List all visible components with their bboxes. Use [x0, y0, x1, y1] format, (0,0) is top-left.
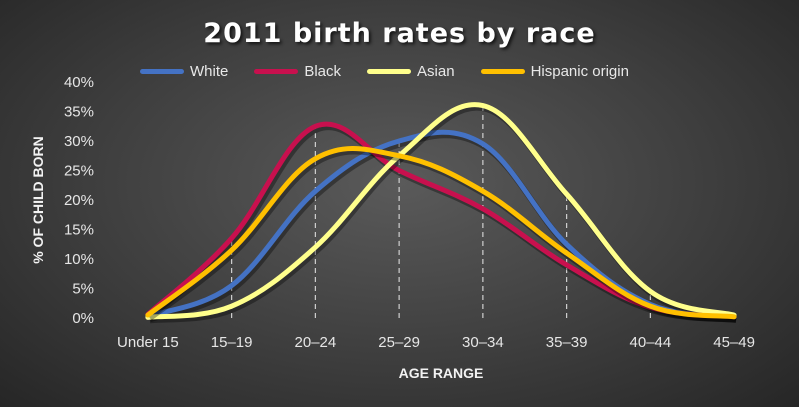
legend-label-asian: Asian	[417, 63, 455, 80]
y-axis-title: % OF CHILD BORN	[30, 136, 46, 264]
y-axis-ticks: 0% 5% 10% 15% 20% 25% 30% 35% 40%	[64, 74, 94, 327]
legend-item-black: Black	[254, 63, 341, 80]
series-lines	[145, 102, 737, 324]
x-tick-label: 40–44	[630, 334, 672, 351]
x-tick-label: 20–24	[295, 334, 337, 351]
x-tick-label: 15–19	[211, 334, 253, 351]
chart-legend: White Black Asian Hispanic origin	[140, 63, 637, 80]
y-tick-label: 40%	[64, 74, 94, 91]
x-axis-ticks: Under 15 15–19 20–24 25–29 30–34 35–39 40–44 45…	[117, 334, 755, 351]
legend-label-black: Black	[304, 63, 342, 80]
series-line-asian	[145, 102, 737, 320]
series-line-hispanic-origin	[145, 146, 737, 320]
legend-item-asian: Asian	[367, 63, 455, 80]
y-tick-label: 20%	[64, 192, 94, 209]
series-line-black	[145, 121, 737, 320]
legend-swatch-asian	[367, 69, 412, 74]
x-axis-title: AGE RANGE	[399, 365, 484, 381]
y-tick-label: 5%	[72, 281, 94, 298]
y-tick-label: 10%	[64, 251, 94, 268]
legend-swatch-white	[140, 69, 184, 74]
y-tick-label: 35%	[64, 104, 94, 121]
legend-item-white: White	[140, 63, 228, 80]
x-tick-label: 25–29	[378, 334, 420, 351]
legend-swatch-black	[254, 69, 299, 74]
x-tick-label: 30–34	[462, 334, 504, 351]
chart-title: 2011 birth rates by race	[203, 18, 596, 49]
legend-swatch-hispanic	[480, 69, 525, 74]
y-tick-label: 0%	[72, 310, 94, 327]
legend-item-hispanic: Hispanic origin	[480, 63, 629, 80]
y-tick-label: 30%	[64, 133, 94, 150]
legend-label-white: White	[190, 63, 229, 80]
x-tick-label: 35–39	[546, 334, 588, 351]
legend-label-hispanic: Hispanic origin	[530, 63, 629, 80]
y-tick-label: 25%	[64, 163, 94, 180]
y-tick-label: 15%	[64, 222, 94, 239]
x-tick-label: 45–49	[713, 334, 755, 351]
x-tick-label: Under 15	[117, 334, 179, 351]
